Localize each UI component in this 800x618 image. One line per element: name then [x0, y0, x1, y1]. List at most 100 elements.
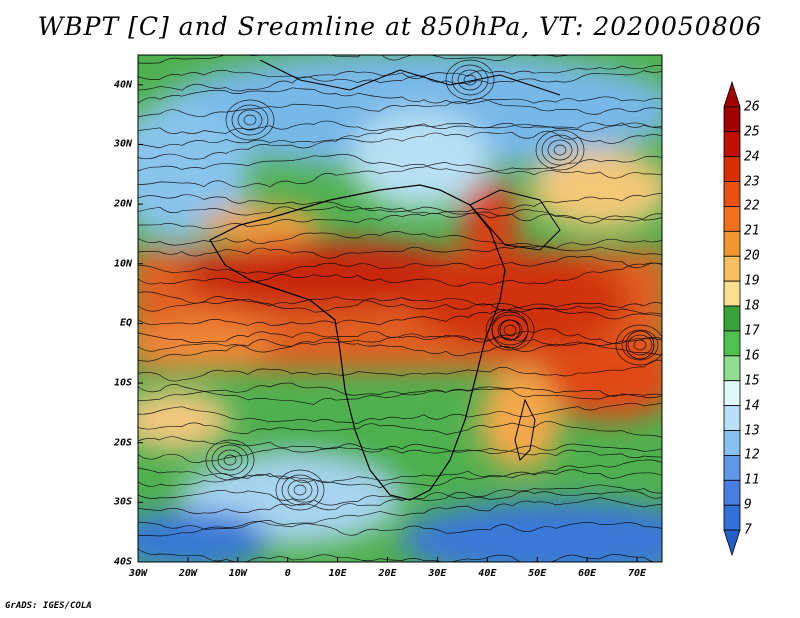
colorbar-swatch [723, 181, 741, 207]
colorbar-label: 15 [744, 373, 760, 389]
streamline-swirl [485, 309, 535, 351]
colorbar-swatch [723, 430, 741, 456]
lat-label: 10S [113, 377, 132, 389]
lat-label: 30N [113, 138, 132, 150]
streamline [138, 436, 662, 454]
colorbar-label: 19 [744, 273, 760, 289]
streamline [138, 231, 662, 256]
streamline [138, 305, 662, 326]
streamline-swirl [547, 139, 573, 161]
streamline-swirl [633, 339, 647, 351]
southern-ocean-cold-zone [400, 500, 662, 562]
streamlines [138, 55, 688, 583]
lon-label: 10E [328, 568, 347, 579]
colorbar-swatch [723, 230, 741, 257]
colorbar-label: 11 [744, 472, 760, 488]
lon-label: 20E [378, 568, 397, 579]
streamline-swirl [451, 64, 489, 96]
hot-core-west [180, 240, 480, 310]
colorbar-label: 18 [744, 298, 760, 314]
colorbar-label: 26 [744, 99, 760, 115]
streamline [138, 87, 662, 115]
colorbar-swatch [723, 280, 741, 307]
streamline [138, 162, 662, 188]
streamline-swirl [627, 334, 653, 356]
streamline-swirl [243, 114, 257, 126]
streamline [138, 206, 662, 224]
streamline [138, 402, 662, 424]
streamline [138, 291, 662, 313]
arabia-coastline [469, 189, 561, 251]
streamline-swirl [211, 444, 249, 476]
south-atlantic-pale-zone [138, 390, 230, 450]
streamline-swirl [615, 324, 662, 366]
cyclone-center [499, 319, 521, 341]
streamline [138, 192, 662, 213]
lon-label: 10W [228, 568, 247, 579]
streamline [138, 69, 662, 85]
colorbar-swatch [723, 255, 741, 282]
streamline-swirl [445, 59, 495, 101]
lon-label: 60E [578, 568, 597, 579]
streamline-swirl [225, 99, 275, 141]
atlantic-warm-zone [138, 320, 270, 370]
lon-label: 50E [528, 568, 547, 579]
lon-label: 0 [284, 568, 291, 579]
streamline [138, 238, 662, 259]
streamline [138, 443, 662, 464]
streamline [138, 153, 662, 174]
colorbar-label: 16 [744, 348, 760, 364]
streamline [138, 548, 662, 562]
colorbar-label: 9 [744, 497, 752, 513]
colorbar-swatch [723, 106, 741, 133]
streamline-swirl [275, 469, 325, 511]
colorbar [723, 80, 741, 557]
colorbar-label: 25 [744, 124, 760, 140]
streamline [138, 262, 662, 287]
colorbar-label: 13 [744, 423, 760, 439]
streamline [138, 256, 662, 274]
lon-label: 70E [628, 568, 647, 579]
northwest-cool-zone [138, 100, 250, 240]
lat-label: 40N [113, 79, 132, 91]
africa-coastline [209, 184, 506, 501]
lon-label: 40E [478, 568, 497, 579]
lon-label: 20W [178, 568, 197, 579]
streamline [138, 497, 662, 530]
colorbar-swatch [723, 380, 741, 407]
colorbar-swatch [723, 455, 741, 481]
streamline [138, 328, 662, 362]
streamline [138, 563, 688, 583]
colorbar-swatch [723, 131, 741, 158]
streamline-swirl [205, 439, 255, 481]
colorbar-label: 23 [744, 174, 760, 190]
cyclone-center [625, 330, 655, 360]
colorbar-label: 7 [744, 522, 752, 538]
streamline-swirl [281, 474, 319, 506]
europe-coastline [259, 59, 561, 96]
streamline [138, 122, 662, 160]
southwest-cold-zone [138, 510, 270, 562]
colorbar-swatch [723, 206, 741, 232]
colorbar-label: 17 [744, 323, 760, 339]
streamline-swirl [223, 454, 237, 466]
streamline-swirl [457, 69, 483, 91]
colorbar-label: 22 [744, 198, 760, 214]
colorbar-swatch [723, 330, 741, 357]
streamline [138, 382, 662, 401]
streamline-swirl [237, 109, 263, 131]
lat-label: 20N [113, 198, 132, 210]
streamline [138, 130, 662, 149]
colorbar-swatch [723, 479, 741, 506]
hot-core-east [410, 250, 630, 350]
colorbar-bottom-arrow [723, 529, 741, 557]
lat-label: 10N [113, 258, 132, 270]
streamline [138, 420, 662, 438]
colorbar-swatch [723, 355, 741, 382]
streamline-swirl [541, 134, 579, 166]
streamline [138, 521, 662, 537]
streamline-swirl [535, 129, 585, 171]
madagascar-coastline [514, 398, 536, 461]
colorbar-label: 14 [744, 398, 760, 414]
streamline [138, 331, 662, 356]
